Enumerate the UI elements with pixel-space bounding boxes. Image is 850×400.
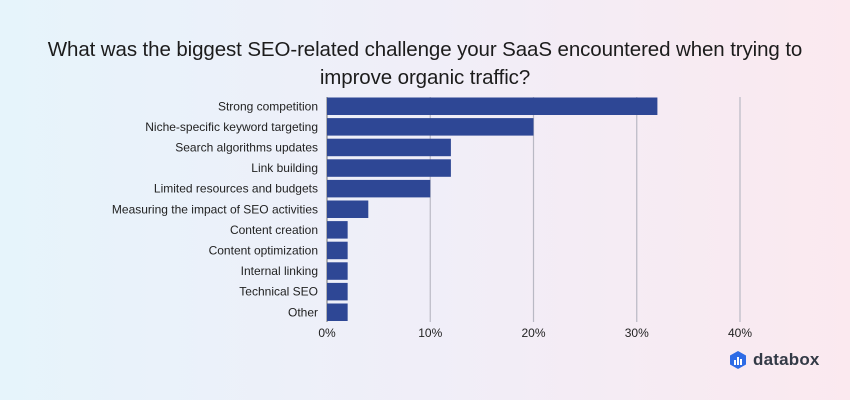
bar bbox=[327, 221, 348, 239]
category-label: Search algorithms updates bbox=[175, 140, 318, 154]
bar bbox=[327, 200, 369, 218]
x-tick-label: 30% bbox=[625, 326, 649, 340]
x-tick-label: 40% bbox=[728, 326, 752, 340]
chart-title: What was the biggest SEO-related challen… bbox=[47, 38, 803, 89]
x-tick-label: 0% bbox=[318, 326, 336, 340]
bar bbox=[327, 97, 658, 115]
category-label: Strong competition bbox=[218, 99, 318, 113]
brand-logo: databox bbox=[728, 348, 820, 372]
category-label: Link building bbox=[251, 161, 318, 175]
brand-name: databox bbox=[753, 350, 820, 369]
category-label: Measuring the impact of SEO activities bbox=[112, 202, 318, 216]
x-tick-label: 10% bbox=[418, 326, 442, 340]
category-label: Internal linking bbox=[241, 264, 318, 278]
category-label: Content optimization bbox=[209, 243, 318, 257]
x-tick-labels: 0% 10% 20% 30% 40% bbox=[318, 326, 752, 340]
category-label: Niche-specific keyword targeting bbox=[145, 120, 318, 134]
bar bbox=[327, 282, 348, 301]
category-label: Technical SEO bbox=[239, 285, 318, 299]
databox-logo-icon bbox=[730, 351, 746, 369]
bar bbox=[327, 138, 451, 157]
category-label: Other bbox=[288, 305, 318, 319]
bar bbox=[327, 118, 534, 136]
category-label: Limited resources and budgets bbox=[154, 182, 318, 196]
category-label: Content creation bbox=[230, 223, 318, 237]
bar bbox=[327, 303, 348, 321]
bar bbox=[327, 262, 348, 280]
bar bbox=[327, 241, 348, 260]
bar bbox=[327, 159, 451, 177]
bar bbox=[327, 179, 431, 198]
x-tick-label: 20% bbox=[521, 326, 545, 340]
bars bbox=[327, 97, 658, 321]
category-labels: Strong competition Niche-specific keyword… bbox=[112, 99, 318, 319]
